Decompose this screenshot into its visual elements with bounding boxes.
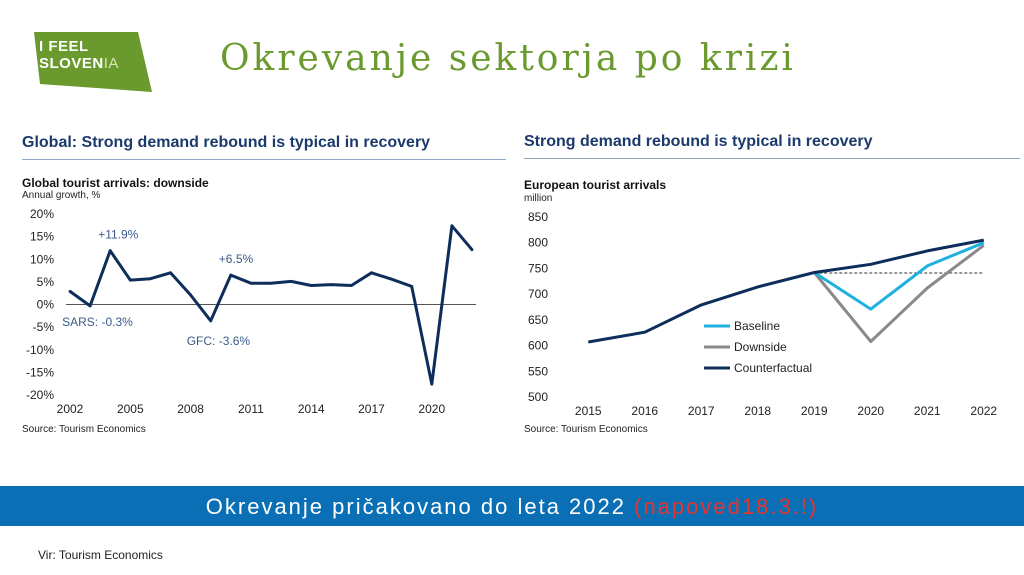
left-panel-title: Global: Strong demand rebound is typical… xyxy=(22,134,431,151)
series-line-counterfactual xyxy=(588,238,985,344)
y-tick-label: 5% xyxy=(37,275,55,289)
growth-data-point xyxy=(229,273,233,277)
y-tick-label: 800 xyxy=(528,236,548,250)
x-tick-label: 2002 xyxy=(57,402,84,416)
series-line-downside xyxy=(813,244,985,343)
y-tick-label: 550 xyxy=(528,364,548,378)
growth-data-point xyxy=(88,304,92,308)
y-tick-label: 700 xyxy=(528,287,548,301)
x-tick-label: 2020 xyxy=(418,402,445,416)
legend-label-downside: Downside xyxy=(734,340,787,354)
right-chart-title: European tourist arrivals xyxy=(524,178,667,192)
growth-data-point xyxy=(169,271,172,275)
growth-data-point xyxy=(189,293,193,297)
x-tick-label: 2008 xyxy=(177,402,204,416)
i-feel-slovenia-logo: I FEEL SLOVENIA xyxy=(34,32,152,92)
x-tick-label: 2019 xyxy=(801,404,828,418)
footer-source: Vir: Tourism Economics xyxy=(38,548,163,562)
banner-text: Okrevanje pričakovano do leta 2022 xyxy=(205,494,626,519)
x-tick-label: 2011 xyxy=(238,402,264,416)
growth-data-point xyxy=(349,284,353,287)
legend-label-baseline: Baseline xyxy=(734,319,780,333)
european-arrivals-chart: 850 800 750 700 650 600 550 500 2015 2016 2017 2018… xyxy=(528,210,997,418)
logo-line-2-bold: SLOVE xyxy=(39,55,93,72)
x-tick-label: 2005 xyxy=(117,402,144,416)
growth-data-point xyxy=(128,278,132,282)
y-tick-label: -20% xyxy=(26,388,54,402)
y-tick-label: -5% xyxy=(33,320,55,334)
x-tick-label: 2014 xyxy=(298,402,325,416)
logo-background-shape xyxy=(34,32,152,92)
y-tick-label: 10% xyxy=(30,252,54,266)
y-tick-label: 500 xyxy=(528,390,548,404)
series-line-baseline xyxy=(813,241,985,311)
x-tick-label: 2021 xyxy=(914,404,941,418)
growth-annotation: SARS: -0.3% xyxy=(62,315,133,329)
growth-annotation: +11.9% xyxy=(98,228,138,242)
right-chart-source: Source: Tourism Economics xyxy=(524,424,648,435)
x-tick-label: 2015 xyxy=(575,404,602,418)
growth-data-point xyxy=(430,382,434,386)
y-tick-label: -10% xyxy=(26,343,54,357)
growth-data-point xyxy=(68,289,72,293)
global-arrivals-growth-chart: 20% 15% 10% 5% 0% -5% -10% -15% -20%2002 2005 2008… xyxy=(26,207,476,416)
banner-text-line: Okrevanje pričakovano do leta 2022 (napo… xyxy=(0,494,1024,520)
growth-data-point xyxy=(309,284,313,287)
x-tick-label: 2018 xyxy=(744,404,771,418)
growth-data-point xyxy=(249,281,253,285)
growth-data-point xyxy=(390,277,393,281)
x-tick-label: 2016 xyxy=(631,404,658,418)
y-tick-label: 0% xyxy=(37,298,55,312)
growth-annotation: +6.5% xyxy=(219,252,254,266)
left-chart-title: Global tourist arrivals: downside xyxy=(22,176,209,190)
growth-data-point xyxy=(149,277,152,281)
y-tick-label: 850 xyxy=(528,210,548,224)
growth-data-point xyxy=(470,248,474,252)
y-tick-label: 20% xyxy=(30,207,54,221)
x-tick-label: 2022 xyxy=(970,404,997,418)
left-chart-unit: Annual growth, % xyxy=(22,190,101,201)
growth-data-point xyxy=(108,249,112,253)
logo-line-2-mid: N xyxy=(92,55,104,72)
banner-forecast-note: (napoved18.3.!) xyxy=(634,494,819,519)
y-tick-label: 15% xyxy=(30,230,54,244)
x-tick-label: 2020 xyxy=(857,404,884,418)
logo-line-2: SLOVENIA xyxy=(39,55,119,72)
logo-line-1: I FEEL xyxy=(39,38,89,55)
y-tick-label: 600 xyxy=(528,339,548,353)
growth-data-point xyxy=(329,283,333,286)
right-chart-unit: million xyxy=(524,193,553,204)
left-chart-source: Source: Tourism Economics xyxy=(22,424,146,435)
legend-label-counterfactual: Counterfactual xyxy=(734,361,812,375)
growth-data-point xyxy=(289,280,293,283)
y-tick-label: 650 xyxy=(528,313,548,327)
right-panel-title: Strong demand rebound is typical in reco… xyxy=(524,133,873,150)
growth-data-point xyxy=(269,281,273,285)
growth-data-point xyxy=(209,319,213,323)
y-tick-label: 750 xyxy=(528,261,548,275)
slide-title: Okrevanje sektorja po krizi xyxy=(220,38,796,79)
growth-data-point xyxy=(450,224,454,228)
right-panel-divider xyxy=(524,158,1020,159)
growth-annotation: GFC: -3.6% xyxy=(187,334,251,348)
x-tick-label: 2017 xyxy=(688,404,715,418)
x-tick-label: 2017 xyxy=(358,402,385,416)
logo-line-2-thin: IA xyxy=(103,55,119,72)
y-tick-label: -15% xyxy=(26,365,54,379)
conclusion-banner: Okrevanje pričakovano do leta 2022 (napo… xyxy=(0,486,1024,526)
growth-data-point xyxy=(370,271,373,275)
left-panel-divider xyxy=(22,159,506,160)
growth-data-point xyxy=(410,285,414,288)
